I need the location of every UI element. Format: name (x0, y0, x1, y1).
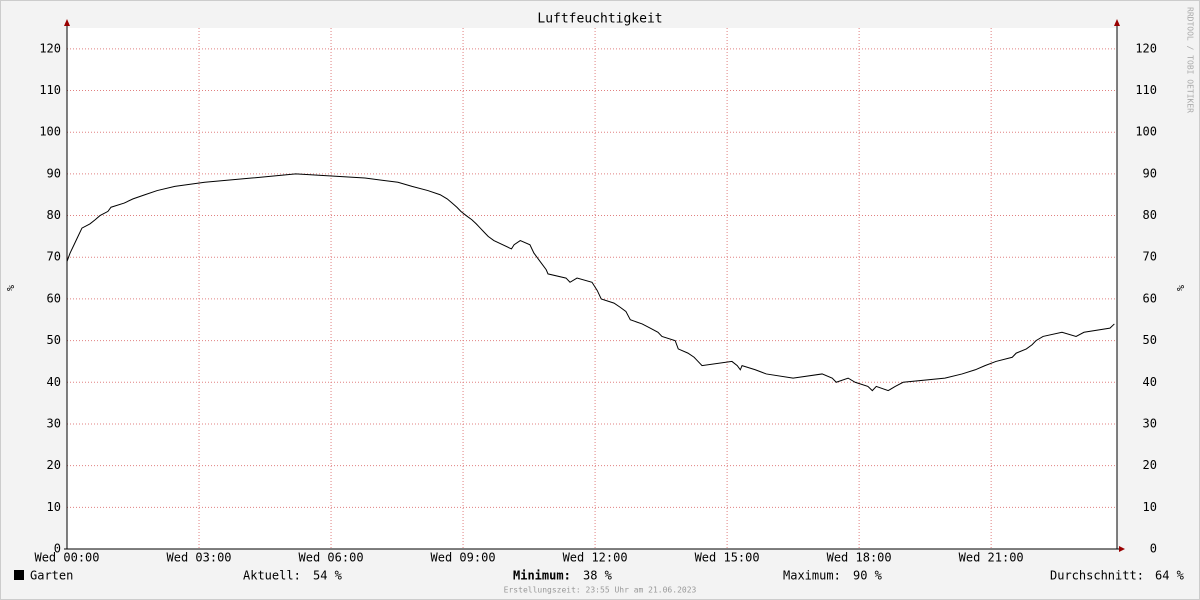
legend-swatch (14, 570, 24, 580)
y2-tick-label: 60 (1143, 291, 1157, 305)
x-tick-label: Wed 18:00 (827, 551, 892, 565)
watermark: RRDTOOL / TOBI OETIKER (1186, 7, 1195, 113)
y2-tick-label: 100 (1135, 125, 1157, 139)
stat-value: 90 % (853, 569, 883, 583)
stat-label: Maximum: (783, 569, 841, 583)
stat-value: 64 % (1155, 569, 1185, 583)
stat-value: 54 % (313, 569, 343, 583)
y2-tick-label: 90 (1143, 166, 1157, 180)
data-line (66, 173, 1115, 392)
y-tick-label: 80 (47, 208, 61, 222)
y-tick-label: 30 (47, 416, 61, 430)
x-tick-label: Wed 06:00 (299, 551, 364, 565)
axis-arrow (64, 19, 70, 26)
y2-tick-label: 70 (1143, 250, 1157, 264)
y-tick-label: 0 (54, 542, 61, 556)
y-tick-label: 70 (47, 250, 61, 264)
stat-label: Durchschnitt: (1050, 569, 1144, 583)
axis-arrow (1119, 546, 1125, 552)
y-axis-label: % (4, 285, 15, 291)
chart-title: Luftfeuchtigkeit (537, 12, 662, 27)
plot-area (67, 28, 1117, 549)
y2-tick-label: 50 (1143, 333, 1157, 347)
y2-tick-label: 10 (1143, 500, 1157, 514)
x-tick-label: Wed 03:00 (167, 551, 232, 565)
y-tick-label: 100 (39, 125, 61, 139)
stat-label: Minimum: (513, 569, 571, 583)
footer: Erstellungszeit: 23:55 Uhr am 21.06.2023 (504, 586, 697, 595)
y-tick-label: 60 (47, 291, 61, 305)
stat-label: Aktuell: (243, 569, 301, 583)
y-tick-label: 50 (47, 333, 61, 347)
stat-value: 38 % (583, 569, 613, 583)
y-tick-label: 10 (47, 500, 61, 514)
y-tick-label: 90 (47, 166, 61, 180)
y2-axis-label: % (1174, 285, 1185, 291)
legend-label: Garten (30, 569, 73, 583)
axis-arrow (1114, 19, 1120, 26)
x-tick-label: Wed 09:00 (431, 551, 496, 565)
y2-tick-label: 80 (1143, 208, 1157, 222)
y-tick-label: 20 (47, 458, 61, 472)
y-tick-label: 110 (39, 83, 61, 97)
y-tick-label: 40 (47, 375, 61, 389)
y2-tick-label: 30 (1143, 416, 1157, 430)
y2-tick-label: 120 (1135, 41, 1157, 55)
x-tick-label: Wed 15:00 (695, 551, 760, 565)
y2-tick-label: 20 (1143, 458, 1157, 472)
x-tick-label: Wed 21:00 (959, 551, 1024, 565)
y2-tick-label: 40 (1143, 375, 1157, 389)
y2-tick-label: 110 (1135, 83, 1157, 97)
y2-tick-label: 0 (1150, 542, 1157, 556)
x-tick-label: Wed 00:00 (34, 551, 99, 565)
x-tick-label: Wed 12:00 (563, 551, 628, 565)
y-tick-label: 120 (39, 41, 61, 55)
